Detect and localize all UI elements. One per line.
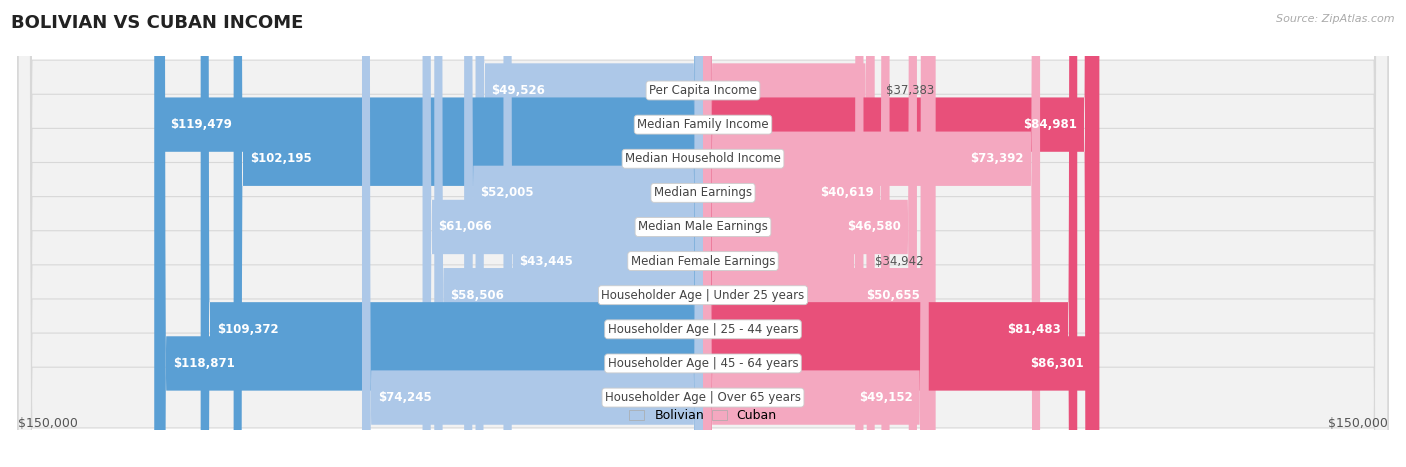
Text: $150,000: $150,000 — [1327, 417, 1388, 430]
FancyBboxPatch shape — [18, 0, 1388, 467]
FancyBboxPatch shape — [475, 0, 703, 467]
FancyBboxPatch shape — [233, 0, 703, 467]
FancyBboxPatch shape — [157, 0, 703, 467]
Text: $118,871: $118,871 — [173, 357, 235, 370]
FancyBboxPatch shape — [703, 0, 1094, 467]
FancyBboxPatch shape — [18, 0, 1388, 467]
Text: $119,479: $119,479 — [170, 118, 232, 131]
FancyBboxPatch shape — [18, 0, 1388, 467]
Text: $50,655: $50,655 — [866, 289, 920, 302]
Text: $58,506: $58,506 — [450, 289, 505, 302]
FancyBboxPatch shape — [18, 0, 1388, 467]
Text: $73,392: $73,392 — [970, 152, 1024, 165]
FancyBboxPatch shape — [703, 0, 1077, 467]
Text: Householder Age | Under 25 years: Householder Age | Under 25 years — [602, 289, 804, 302]
Text: Median Male Earnings: Median Male Earnings — [638, 220, 768, 234]
FancyBboxPatch shape — [703, 0, 890, 467]
FancyBboxPatch shape — [703, 0, 935, 467]
Text: $86,301: $86,301 — [1029, 357, 1083, 370]
FancyBboxPatch shape — [703, 0, 863, 467]
Text: $150,000: $150,000 — [18, 417, 79, 430]
FancyBboxPatch shape — [201, 0, 703, 467]
FancyBboxPatch shape — [464, 0, 703, 467]
FancyBboxPatch shape — [703, 0, 929, 467]
Text: BOLIVIAN VS CUBAN INCOME: BOLIVIAN VS CUBAN INCOME — [11, 14, 304, 32]
FancyBboxPatch shape — [18, 0, 1388, 467]
Text: Householder Age | Over 65 years: Householder Age | Over 65 years — [605, 391, 801, 404]
FancyBboxPatch shape — [18, 0, 1388, 467]
FancyBboxPatch shape — [703, 0, 1040, 467]
FancyBboxPatch shape — [503, 0, 703, 467]
FancyBboxPatch shape — [18, 0, 1388, 467]
Text: $46,580: $46,580 — [846, 220, 901, 234]
FancyBboxPatch shape — [703, 0, 1099, 467]
Text: Householder Age | 25 - 44 years: Householder Age | 25 - 44 years — [607, 323, 799, 336]
FancyBboxPatch shape — [703, 0, 917, 467]
Text: $102,195: $102,195 — [250, 152, 312, 165]
Text: $109,372: $109,372 — [217, 323, 278, 336]
FancyBboxPatch shape — [703, 0, 875, 467]
Text: $49,526: $49,526 — [492, 84, 546, 97]
Text: Median Female Earnings: Median Female Earnings — [631, 255, 775, 268]
Text: $74,245: $74,245 — [378, 391, 432, 404]
Text: Median Family Income: Median Family Income — [637, 118, 769, 131]
Text: $43,445: $43,445 — [520, 255, 574, 268]
Text: Median Household Income: Median Household Income — [626, 152, 780, 165]
Legend: Bolivian, Cuban: Bolivian, Cuban — [624, 404, 782, 427]
Text: $84,981: $84,981 — [1024, 118, 1077, 131]
Text: $52,005: $52,005 — [481, 186, 534, 199]
Text: $34,942: $34,942 — [875, 255, 924, 268]
Text: $61,066: $61,066 — [439, 220, 492, 234]
Text: $49,152: $49,152 — [859, 391, 912, 404]
Text: Source: ZipAtlas.com: Source: ZipAtlas.com — [1277, 14, 1395, 24]
Text: $40,619: $40,619 — [820, 186, 873, 199]
Text: Median Earnings: Median Earnings — [654, 186, 752, 199]
FancyBboxPatch shape — [361, 0, 703, 467]
FancyBboxPatch shape — [423, 0, 703, 467]
Text: Per Capita Income: Per Capita Income — [650, 84, 756, 97]
FancyBboxPatch shape — [434, 0, 703, 467]
FancyBboxPatch shape — [18, 0, 1388, 467]
FancyBboxPatch shape — [18, 0, 1388, 467]
Text: $81,483: $81,483 — [1008, 323, 1062, 336]
Text: $37,383: $37,383 — [886, 84, 935, 97]
FancyBboxPatch shape — [18, 0, 1388, 467]
Text: Householder Age | 45 - 64 years: Householder Age | 45 - 64 years — [607, 357, 799, 370]
FancyBboxPatch shape — [155, 0, 703, 467]
